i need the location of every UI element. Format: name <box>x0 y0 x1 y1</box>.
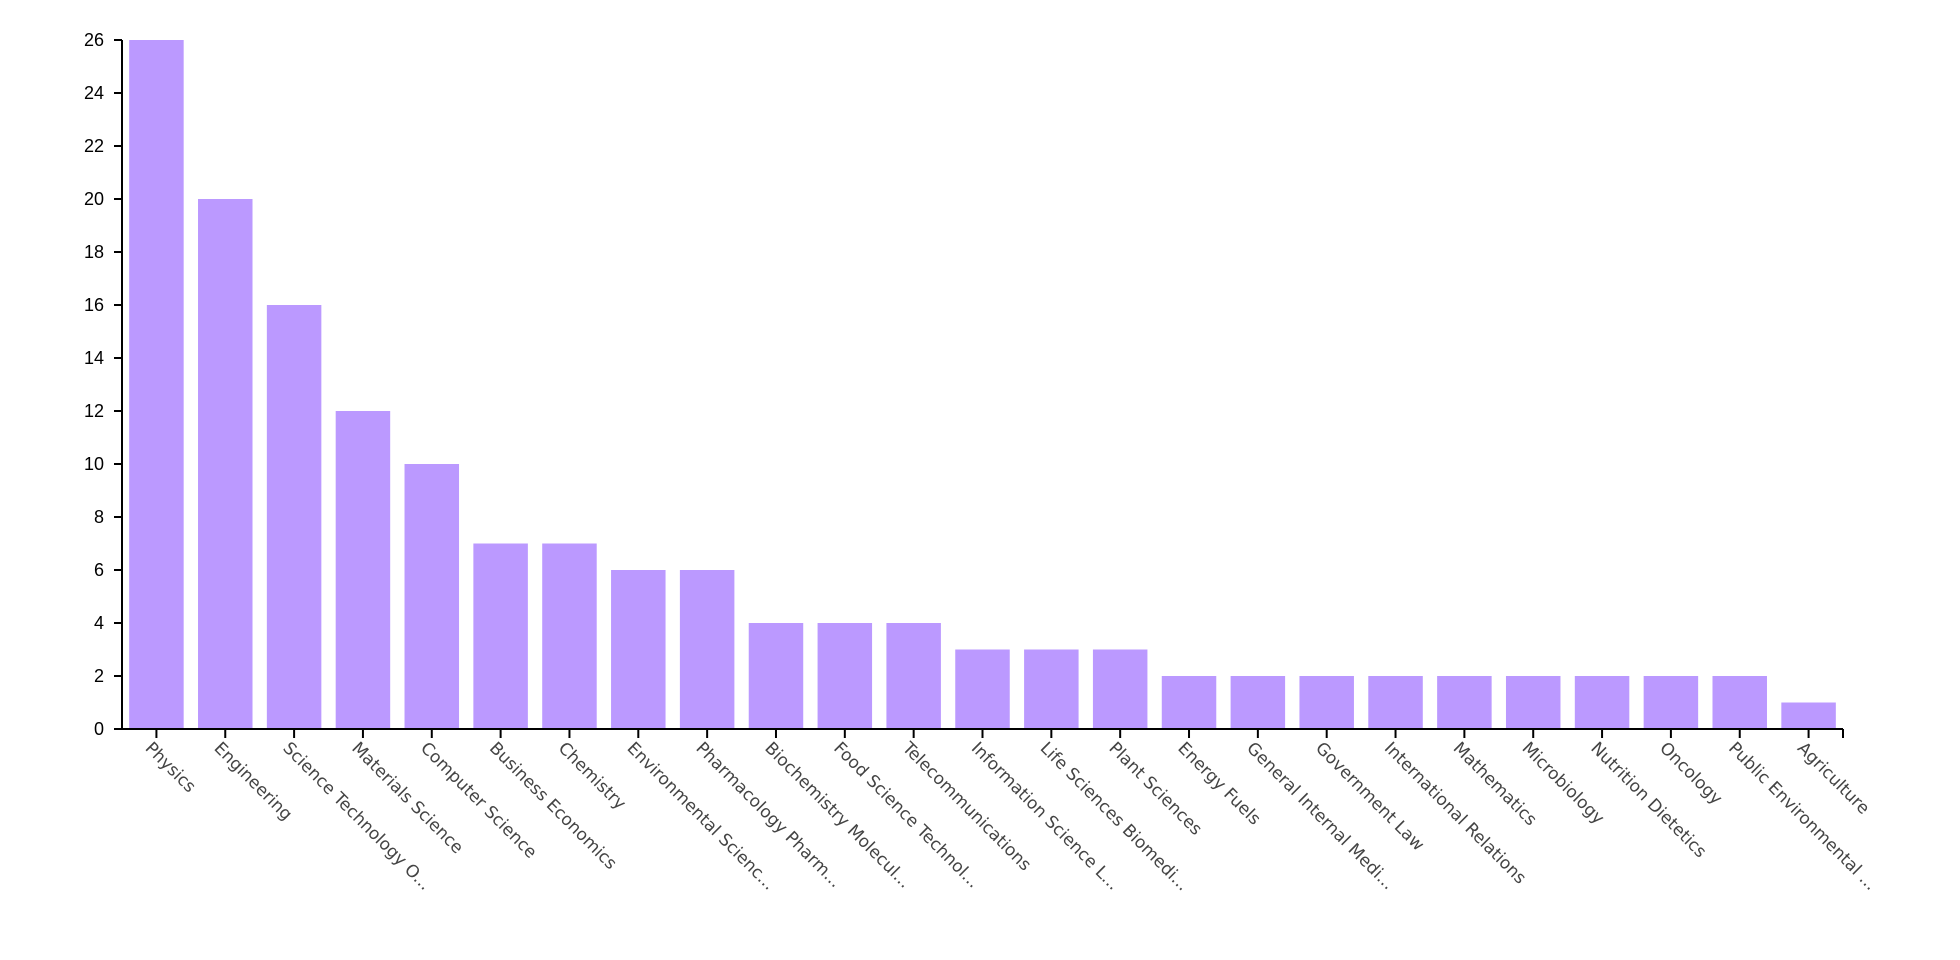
x-tick-label-22: Oncology <box>1655 738 1726 809</box>
bar-13 <box>1024 649 1079 729</box>
bar-19 <box>1437 676 1492 729</box>
y-tick-label-13: 26 <box>84 30 104 50</box>
x-tick-label-5: Business Economics <box>485 738 621 874</box>
y-tick-label-2: 4 <box>94 613 104 633</box>
x-tick-label-16: General Internal Medi... <box>1242 738 1398 894</box>
bar-22 <box>1643 676 1699 729</box>
bar-24 <box>1781 702 1836 729</box>
y-tick-label-6: 12 <box>84 401 104 421</box>
bar-9 <box>748 623 804 729</box>
bar-2 <box>266 305 322 729</box>
bar-1 <box>198 199 253 729</box>
bar-6 <box>542 543 597 729</box>
x-tick-label-6: Chemistry <box>554 738 630 814</box>
y-tick-label-9: 18 <box>84 242 104 262</box>
y-tick-label-12: 24 <box>84 83 104 103</box>
bar-18 <box>1368 676 1423 729</box>
bar-20 <box>1505 676 1561 729</box>
bar-10 <box>817 623 873 729</box>
bar-11 <box>886 623 941 729</box>
bar-17 <box>1299 676 1354 729</box>
bar-3 <box>335 411 391 729</box>
bar-0 <box>129 40 184 729</box>
y-tick-label-1: 2 <box>94 666 104 686</box>
x-tick-label-7: Environmental Scienc... <box>623 738 779 894</box>
y-tick-label-8: 16 <box>84 295 104 315</box>
x-tick-label-4: Computer Science <box>416 738 540 862</box>
y-tick-label-3: 6 <box>94 560 104 580</box>
bar-4 <box>404 464 460 729</box>
bar-7 <box>611 570 666 729</box>
bar-5 <box>473 543 528 729</box>
x-tick-label-0: Physics <box>141 738 200 797</box>
bars-group <box>129 40 1836 729</box>
x-tick-label-11: Telecommunications <box>897 738 1035 876</box>
bar-15 <box>1161 676 1217 729</box>
bar-12 <box>955 649 1010 729</box>
x-tick-label-18: International Relations <box>1380 738 1530 888</box>
x-tick-label-2: Science Technology O... <box>279 738 435 894</box>
y-tick-label-4: 8 <box>94 507 104 527</box>
bar-16 <box>1230 676 1286 729</box>
y-tick-label-11: 22 <box>84 136 104 156</box>
bar-21 <box>1574 676 1630 729</box>
y-tick-label-0: 0 <box>94 719 104 739</box>
bar-23 <box>1712 676 1767 729</box>
x-tick-label-21: Nutrition Dietetics <box>1587 738 1711 862</box>
y-tick-label-10: 20 <box>84 189 104 209</box>
bar-14 <box>1092 649 1148 729</box>
y-tick-label-7: 14 <box>84 348 104 368</box>
y-tick-label-5: 10 <box>84 454 104 474</box>
bar-8 <box>679 570 735 729</box>
